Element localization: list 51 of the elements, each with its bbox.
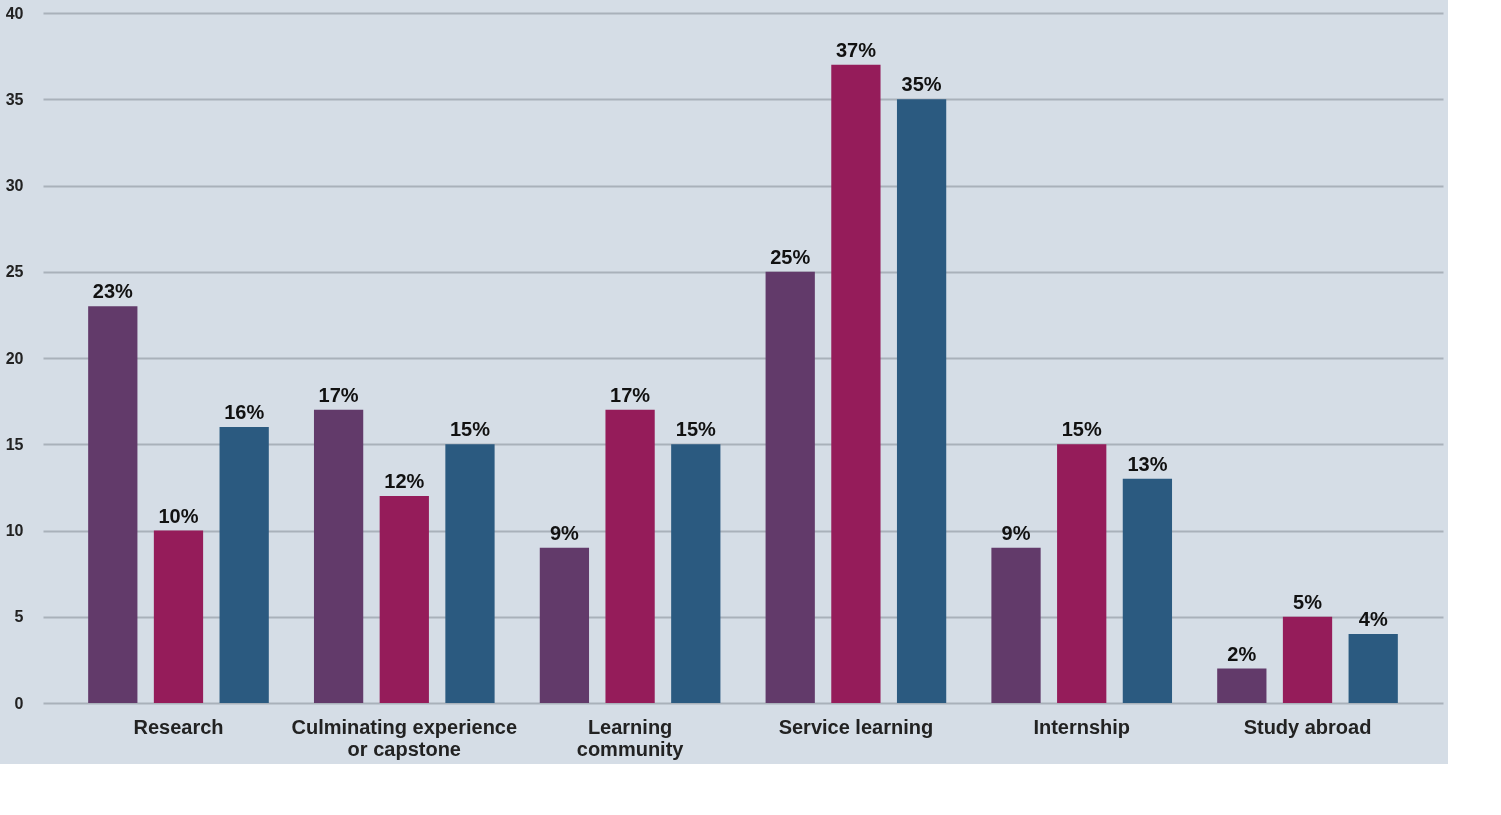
bar [313, 409, 364, 703]
data-label: 9% [549, 521, 580, 544]
y-tick-label: 20 [5, 349, 24, 367]
bar [445, 444, 495, 703]
y-tick-label: 5 [14, 608, 24, 626]
data-label: 10% [158, 504, 199, 527]
y-tick-label: 25 [5, 263, 24, 281]
bar [1122, 478, 1173, 703]
bar [1282, 616, 1333, 703]
x-tick-label: Study abroad [1243, 715, 1372, 738]
bar [605, 409, 655, 703]
bar [88, 306, 138, 703]
bar [379, 496, 429, 703]
data-label: 9% [1001, 521, 1031, 544]
bar [896, 99, 947, 703]
y-tick-label: 30 [5, 177, 24, 194]
data-label: 17% [610, 383, 651, 406]
data-label: 5% [1293, 590, 1323, 613]
y-tick-label: 0 [14, 694, 24, 712]
bar [831, 64, 881, 703]
y-tick-label: 10 [5, 522, 24, 539]
data-label: 17% [318, 383, 359, 406]
data-label: 23% [92, 280, 134, 303]
y-tick-label: 40 [5, 4, 24, 22]
bar [991, 547, 1041, 703]
x-tick-label: Culminating experience or capstone [291, 715, 518, 760]
bar [1217, 668, 1267, 703]
data-label: 2% [1227, 642, 1257, 665]
bar [1348, 634, 1398, 703]
x-tick-label: Service learning [778, 715, 934, 738]
bar [539, 547, 590, 703]
data-label: 16% [224, 401, 265, 423]
y-tick-label: 35 [5, 90, 24, 108]
bar [1057, 444, 1107, 703]
data-label: 37% [835, 38, 877, 61]
bar [219, 427, 269, 703]
data-label: 15% [449, 418, 491, 441]
bar [765, 271, 815, 703]
data-label: 4% [1358, 608, 1388, 630]
bar [671, 444, 721, 703]
bar [153, 530, 204, 703]
x-tick-label: Research [133, 715, 224, 738]
x-tick-label: Learning community [576, 715, 685, 760]
data-label: 13% [1127, 452, 1168, 475]
data-label: 12% [384, 470, 425, 492]
data-label: 15% [1061, 418, 1102, 441]
data-label: 35% [901, 73, 942, 96]
data-label: 25% [770, 245, 811, 268]
data-label: 15% [675, 418, 717, 441]
y-tick-label: 15 [5, 435, 24, 453]
x-tick-label: Internship [1033, 715, 1131, 738]
